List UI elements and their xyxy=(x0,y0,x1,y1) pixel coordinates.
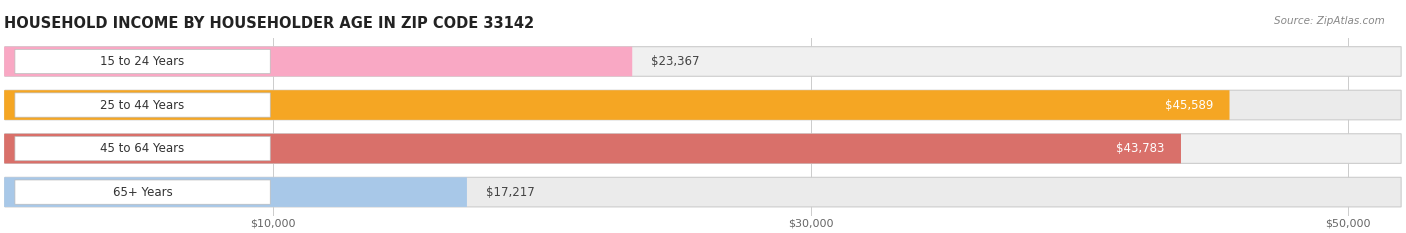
Text: $43,783: $43,783 xyxy=(1116,142,1164,155)
Text: HOUSEHOLD INCOME BY HOUSEHOLDER AGE IN ZIP CODE 33142: HOUSEHOLD INCOME BY HOUSEHOLDER AGE IN Z… xyxy=(4,16,534,31)
Text: 45 to 64 Years: 45 to 64 Years xyxy=(100,142,184,155)
Text: Source: ZipAtlas.com: Source: ZipAtlas.com xyxy=(1274,16,1385,26)
Text: 65+ Years: 65+ Years xyxy=(112,186,173,199)
FancyBboxPatch shape xyxy=(15,180,270,204)
FancyBboxPatch shape xyxy=(15,137,270,161)
FancyBboxPatch shape xyxy=(4,90,1229,120)
FancyBboxPatch shape xyxy=(4,47,1402,76)
FancyBboxPatch shape xyxy=(15,49,270,74)
FancyBboxPatch shape xyxy=(4,90,1402,120)
Text: $45,589: $45,589 xyxy=(1166,99,1213,112)
FancyBboxPatch shape xyxy=(4,177,467,207)
FancyBboxPatch shape xyxy=(4,134,1181,163)
Text: $17,217: $17,217 xyxy=(485,186,534,199)
FancyBboxPatch shape xyxy=(4,47,633,76)
FancyBboxPatch shape xyxy=(15,93,270,117)
Text: $23,367: $23,367 xyxy=(651,55,700,68)
Text: 25 to 44 Years: 25 to 44 Years xyxy=(100,99,184,112)
FancyBboxPatch shape xyxy=(4,177,1402,207)
FancyBboxPatch shape xyxy=(4,134,1402,163)
Text: 15 to 24 Years: 15 to 24 Years xyxy=(100,55,184,68)
